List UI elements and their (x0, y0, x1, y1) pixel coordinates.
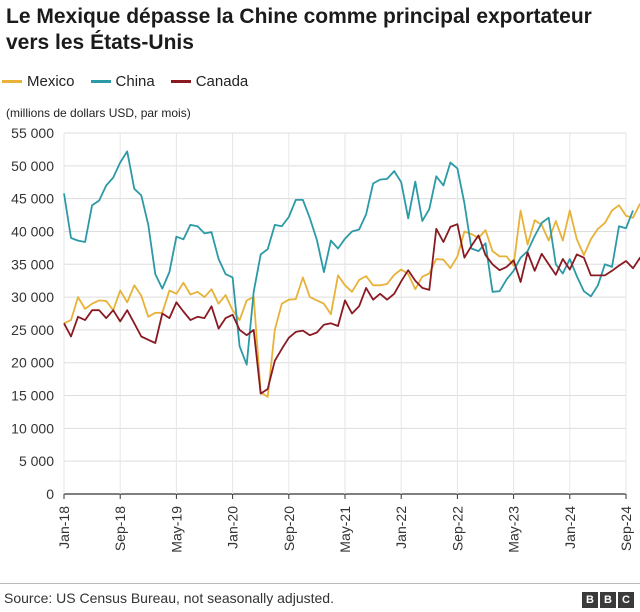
x-tick-label: Jan-20 (225, 506, 241, 549)
x-tick-label: Jan-24 (562, 506, 578, 549)
series-line-mexico (63, 202, 640, 398)
x-tick-label: May-19 (168, 506, 184, 553)
y-unit-label: (millions de dollars USD, par mois) (6, 106, 191, 120)
legend-item-china: China (90, 72, 155, 90)
y-tick-label: 15 000 (11, 388, 54, 404)
legend: Mexico China Canada (2, 71, 264, 91)
legend-label-china: China (115, 72, 155, 90)
y-tick-label: 10 000 (11, 420, 54, 436)
legend-label-canada: Canada (195, 72, 249, 90)
line-chart: 0 5 000 10 000 15 000 20 000 25 000 30 000 35 0… (11, 125, 640, 553)
legend-item-canada: Canada (170, 72, 249, 90)
x-tick-label: May-21 (337, 506, 353, 553)
logo-letter-b1: B (582, 592, 598, 608)
x-tick-label: Jan-22 (393, 506, 409, 549)
logo-letter-c: C (618, 592, 634, 608)
y-tick-label: 0 (46, 486, 54, 502)
x-tick-label: Sep-24 (618, 506, 634, 551)
y-tick-label: 25 000 (11, 322, 54, 338)
legend-swatch-china (90, 79, 111, 83)
series-line-china (63, 150, 634, 366)
series-line-canada (63, 223, 640, 395)
x-tick-label: Sep-20 (281, 506, 297, 551)
y-tick-label: 30 000 (11, 289, 54, 305)
y-tick-label: 40 000 (11, 223, 54, 239)
legend-label-mexico: Mexico (27, 72, 75, 90)
chart-title: Le Mexique dépasse la Chine comme princi… (6, 5, 592, 54)
bbc-logo: B B C (580, 592, 634, 608)
x-tick-label: Sep-18 (112, 506, 128, 551)
y-tick-label: 55 000 (11, 125, 54, 141)
y-tick-label: 5 000 (19, 453, 54, 469)
footer-divider (0, 583, 640, 584)
x-tick-label: May-23 (506, 506, 522, 553)
y-tick-label: 20 000 (11, 355, 54, 371)
x-tick-label: Jan-18 (56, 506, 72, 549)
y-tick-label: 35 000 (11, 256, 54, 272)
y-tick-label: 50 000 (11, 158, 54, 174)
y-tick-label: 45 000 (11, 191, 54, 207)
legend-swatch-canada (170, 79, 191, 83)
logo-letter-b2: B (600, 592, 616, 608)
x-tick-label: Sep-22 (449, 506, 465, 551)
source-note: Source: US Census Bureau, not seasonally… (4, 590, 334, 606)
legend-item-mexico: Mexico (2, 73, 75, 90)
legend-swatch-mexico (2, 79, 22, 83)
